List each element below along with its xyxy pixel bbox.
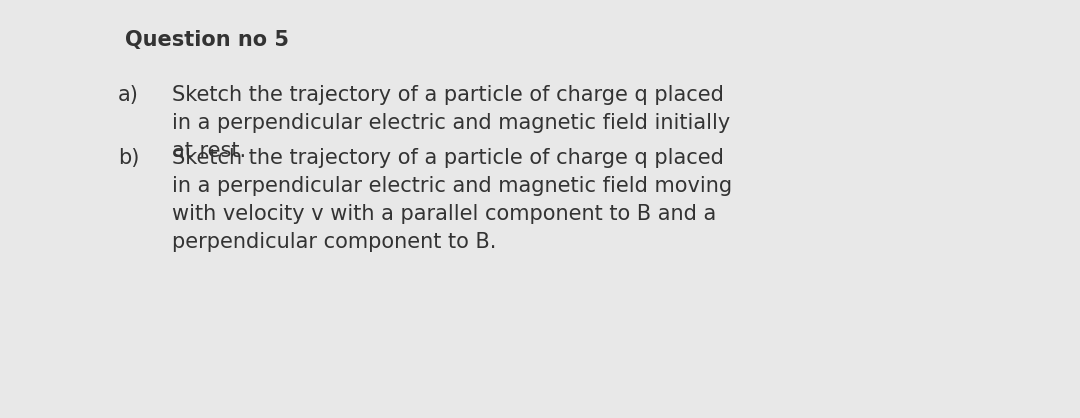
Text: with velocity v with a parallel component to B and a: with velocity v with a parallel componen… (173, 204, 717, 224)
Text: Sketch the trajectory of a particle of charge q placed: Sketch the trajectory of a particle of c… (173, 148, 725, 168)
Text: Question no 5: Question no 5 (124, 30, 288, 50)
Text: Sketch the trajectory of a particle of charge q placed: Sketch the trajectory of a particle of c… (173, 85, 725, 105)
Text: at rest.: at rest. (173, 141, 246, 161)
Text: b): b) (118, 148, 139, 168)
Text: in a perpendicular electric and magnetic field initially: in a perpendicular electric and magnetic… (173, 113, 731, 133)
Text: a): a) (118, 85, 139, 105)
Text: in a perpendicular electric and magnetic field moving: in a perpendicular electric and magnetic… (173, 176, 732, 196)
Text: perpendicular component to B.: perpendicular component to B. (173, 232, 497, 252)
